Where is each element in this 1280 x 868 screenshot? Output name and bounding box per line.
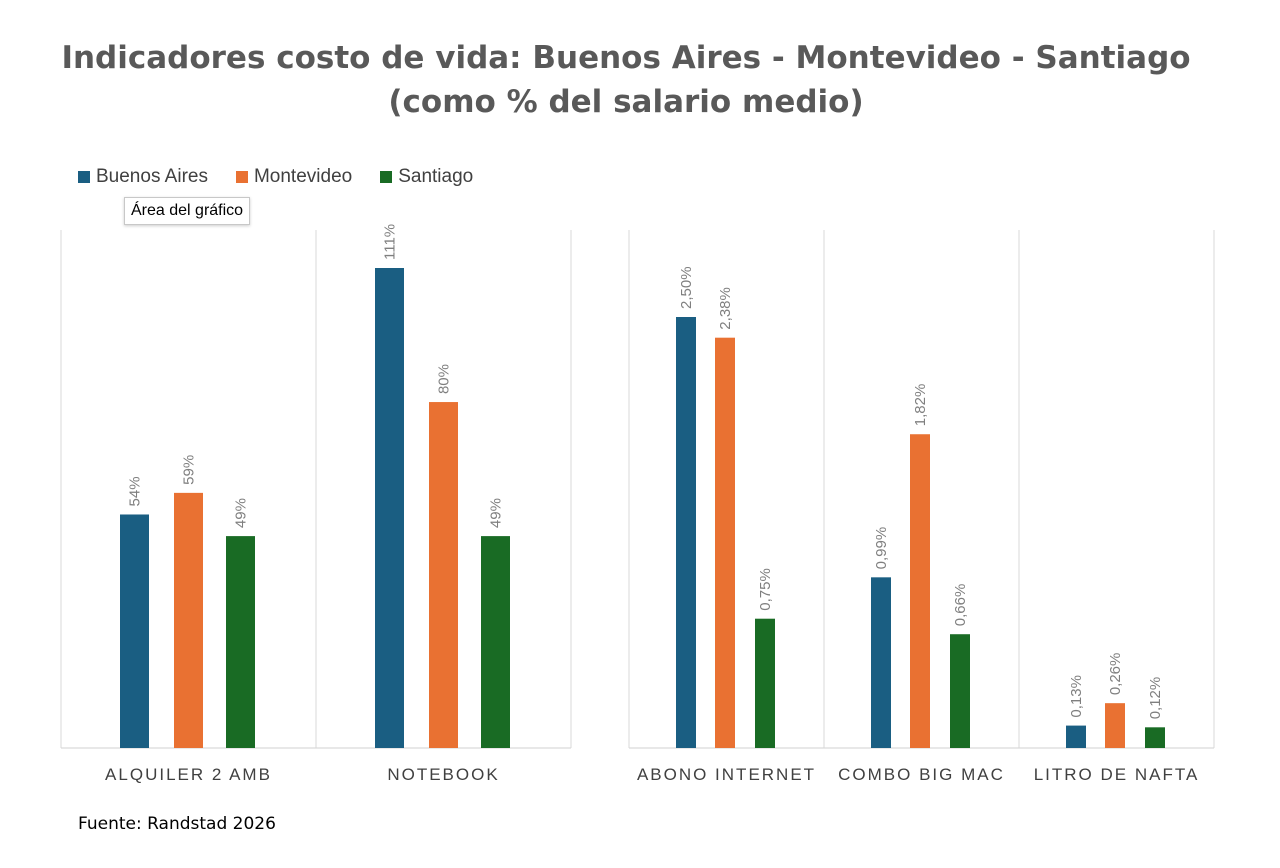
source-note: Fuente: Randstad 2026 [78,814,276,834]
bar-santiago-abono-internet [755,618,775,748]
bar-santiago-combo-big-mac [950,634,970,748]
legend-item-montevideo[interactable]: Montevideo [235,166,353,188]
bar-buenos-aires-combo-big-mac [871,577,891,748]
legend-swatch-montevideo [235,171,248,183]
bar-montevideo-abono-internet [715,337,735,748]
category-label-notebook: NOTEBOOK [387,765,499,784]
bar-montevideo-combo-big-mac [910,434,930,748]
category-label-combo-big-mac: COMBO BIG MAC [838,765,1005,784]
bar-santiago-litro-de-nafta [1145,727,1165,748]
chart-panel-1: 54% 59% 49% ALQUILER 2 AMB 111% 80% 49% NOTEBOO… [60,224,572,784]
data-label-santiago-abono-internet: 0,75% [757,568,774,611]
bar-montevideo-notebook [429,402,458,748]
category-label-litro-de-nafta: LITRO DE NAFTA [1034,765,1200,784]
legend-label-buenos-aires: Buenos Aires [96,166,208,187]
data-label-santiago-notebook: 49% [488,498,505,528]
data-label-santiago-alquiler-2-amb: 49% [233,498,250,528]
bar-buenos-aires-litro-de-nafta [1066,725,1086,748]
data-label-montevideo-alquiler-2-amb: 59% [181,455,198,485]
data-label-buenos-aires-combo-big-mac: 0,99% [873,527,890,570]
data-label-buenos-aires-notebook: 111% [382,224,399,260]
bar-buenos-aires-abono-internet [676,317,696,748]
category-label-abono-internet: ABONO INTERNET [637,765,816,784]
data-label-buenos-aires-alquiler-2-amb: 54% [127,476,144,506]
bar-buenos-aires-alquiler-2-amb [120,514,149,748]
chart-title: Indicadores costo de vida: Buenos Aires … [0,36,1252,124]
data-label-montevideo-notebook: 80% [436,364,453,394]
data-label-santiago-litro-de-nafta: 0,12% [1147,677,1164,720]
legend-swatch-santiago [380,171,393,183]
bar-montevideo-litro-de-nafta [1105,703,1125,748]
legend-swatch-buenos-aires [78,171,90,183]
legend[interactable]: Buenos Aires Montevideo Santiago [78,166,473,188]
data-label-santiago-combo-big-mac: 0,66% [952,584,969,627]
bar-santiago-alquiler-2-amb [226,536,255,748]
data-label-buenos-aires-abono-internet: 2,50% [678,266,695,309]
chart-title-line2: (como % del salario medio) [388,84,864,120]
data-label-montevideo-litro-de-nafta: 0,26% [1107,653,1124,696]
category-label-alquiler-2-amb: ALQUILER 2 AMB [105,765,272,784]
legend-label-montevideo: Montevideo [253,166,353,187]
data-label-montevideo-combo-big-mac: 1,82% [912,384,929,427]
data-label-buenos-aires-litro-de-nafta: 0,13% [1068,675,1085,718]
chart-area-tooltip: Área del gráfico [124,197,251,225]
bar-montevideo-alquiler-2-amb [174,492,203,748]
bar-santiago-notebook [481,536,510,748]
data-label-montevideo-abono-internet: 2,38% [717,287,734,330]
legend-item-buenos-aires[interactable]: Buenos Aires [78,166,208,188]
legend-item-santiago[interactable]: Santiago [380,166,473,188]
chart-title-line1: Indicadores costo de vida: Buenos Aires … [61,40,1191,76]
bar-buenos-aires-notebook [375,268,404,748]
chart-panel-2: 2,50% 2,38% 0,75% ABONO INTERNET 0,99% 1,82% 0… [628,230,1215,784]
legend-label-santiago: Santiago [398,166,474,187]
